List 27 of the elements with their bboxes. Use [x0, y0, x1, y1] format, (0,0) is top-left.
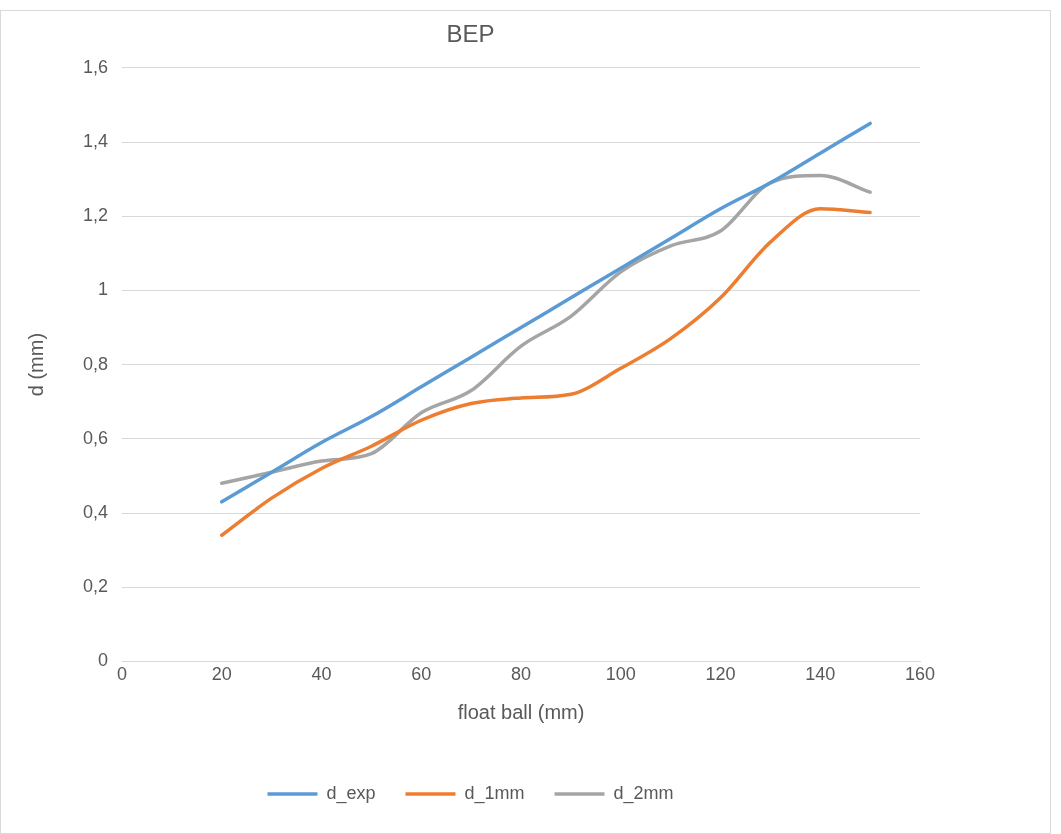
y-tick-label: 1,2	[82, 205, 109, 226]
y-tick-label: 0,6	[82, 427, 109, 448]
x-tick-label: 100	[605, 664, 636, 685]
x-tick-label: 80	[511, 664, 532, 685]
x-tick-label: 120	[705, 664, 736, 685]
line-series	[220, 173, 872, 486]
y-tick-label: 1,6	[82, 56, 109, 77]
x-tick-label: 140	[805, 664, 836, 685]
y-tick-label: 0	[98, 650, 109, 671]
y-tick-label: 0,2	[82, 576, 109, 597]
x-axis-title: float ball (mm)	[457, 700, 585, 723]
y-tick-label: 0,4	[82, 501, 109, 522]
x-tick-label: 160	[904, 664, 936, 685]
x-tick-label: 0	[117, 664, 128, 685]
y-tick-label: 1	[98, 279, 109, 300]
y-axis-title: d (mm)	[24, 332, 47, 397]
line-series	[220, 207, 872, 538]
x-tick-label: 40	[311, 664, 332, 685]
legend-label: d_2mm	[613, 782, 674, 804]
legend-label: d_1mm	[464, 782, 525, 804]
legend-label: d_exp	[326, 782, 376, 804]
chart-title: BEP	[446, 20, 495, 48]
y-tick-label: 0,8	[82, 353, 109, 374]
y-tick-label: 1,4	[82, 130, 109, 151]
line-series	[220, 121, 872, 504]
x-tick-label: 20	[211, 664, 232, 685]
x-tick-label: 60	[411, 664, 432, 685]
